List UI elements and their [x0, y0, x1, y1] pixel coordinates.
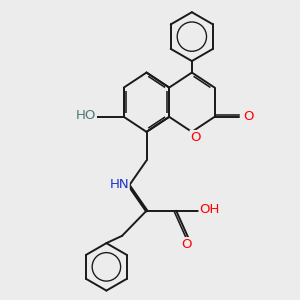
Text: O: O	[244, 110, 254, 123]
Text: OH: OH	[199, 203, 220, 216]
Text: O: O	[182, 238, 192, 251]
Text: HO: HO	[76, 109, 96, 122]
Text: HN: HN	[110, 178, 129, 191]
Text: O: O	[190, 130, 201, 144]
